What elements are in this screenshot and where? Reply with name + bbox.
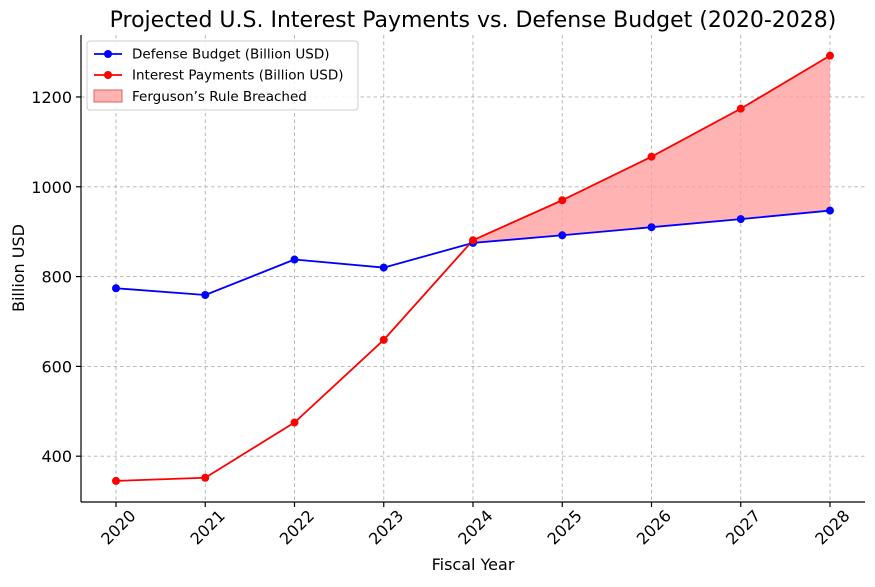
x-tick-label-2026: 2026 (633, 506, 675, 548)
data-point-interest-2022 (290, 418, 299, 427)
data-point-interest-2024 (469, 236, 477, 245)
data-point-interest-2020 (112, 476, 120, 485)
x-tick-label-2021: 2021 (186, 506, 228, 548)
x-tick-label-2022: 2022 (276, 506, 318, 548)
y-axis-label: Billion USD (9, 224, 28, 312)
data-point-defense-2025 (558, 231, 567, 240)
data-point-defense-2020 (112, 284, 120, 293)
legend-marker-interest (104, 71, 112, 79)
legend-swatch-breach (93, 89, 123, 103)
y-tick-label-800: 800 (41, 268, 72, 287)
x-axis-label: Fiscal Year (432, 555, 515, 574)
x-tick-label-2023: 2023 (365, 506, 407, 548)
y-tick-label-600: 600 (41, 357, 72, 376)
data-point-defense-2028 (826, 206, 834, 215)
y-tick-label-1200: 1200 (31, 88, 72, 107)
breach-area (473, 55, 830, 243)
fill-layer (473, 55, 830, 243)
data-point-interest-2027 (736, 104, 745, 113)
data-point-interest-2026 (647, 152, 656, 161)
legend: Defense Budget (Billion USD) Interest Pa… (86, 40, 359, 111)
x-tick-label-2020: 2020 (97, 506, 139, 548)
data-point-defense-2023 (379, 263, 388, 272)
legend-label-defense: Defense Budget (Billion USD) (132, 47, 330, 63)
data-point-defense-2027 (736, 215, 745, 224)
x-tick-label-2028: 2028 (811, 506, 853, 548)
data-point-interest-2028 (826, 51, 834, 60)
data-point-defense-2022 (290, 255, 299, 264)
chart-title: Projected U.S. Interest Payments vs. Def… (110, 8, 837, 33)
point-layer (112, 51, 834, 485)
data-point-interest-2025 (558, 196, 567, 205)
x-tick-label-2027: 2027 (722, 506, 764, 548)
legend-label-interest: Interest Payments (Billion USD) (132, 68, 344, 84)
data-point-interest-2023 (379, 335, 388, 344)
legend-marker-defense (104, 50, 112, 58)
x-tick-label-2024: 2024 (454, 506, 496, 548)
legend-label-breach: Ferguson’s Rule Breached (132, 89, 307, 105)
data-point-defense-2026 (647, 223, 656, 232)
data-point-defense-2021 (201, 290, 210, 299)
legend-frame (86, 40, 359, 111)
x-tick-label-2025: 2025 (543, 506, 585, 548)
data-point-interest-2021 (201, 473, 210, 482)
y-tick-label-400: 400 (41, 447, 72, 466)
y-tick-label-1000: 1000 (31, 178, 72, 197)
